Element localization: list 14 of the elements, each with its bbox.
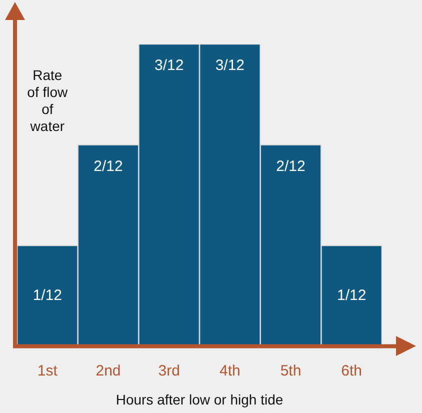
- y-axis-title: Rate of flow of water: [27, 66, 69, 134]
- x-tick-label: 6th: [341, 362, 362, 380]
- x-tick-label: 2nd: [96, 362, 121, 380]
- data-label: 1/12: [336, 286, 366, 304]
- x-tick-label: 4th: [219, 362, 240, 380]
- data-label: 2/12: [94, 158, 123, 175]
- data-label: 2/12: [276, 158, 306, 175]
- x-axis-title: Hours after low or high tide: [116, 391, 284, 408]
- x-tick-label: 1st: [37, 362, 58, 380]
- x-tick-label: 5th: [280, 362, 302, 380]
- x-tick-label: 3rd: [158, 362, 180, 380]
- data-label: 1/12: [32, 286, 62, 304]
- data-label: 3/12: [215, 57, 245, 74]
- data-label: 3/12: [154, 57, 184, 74]
